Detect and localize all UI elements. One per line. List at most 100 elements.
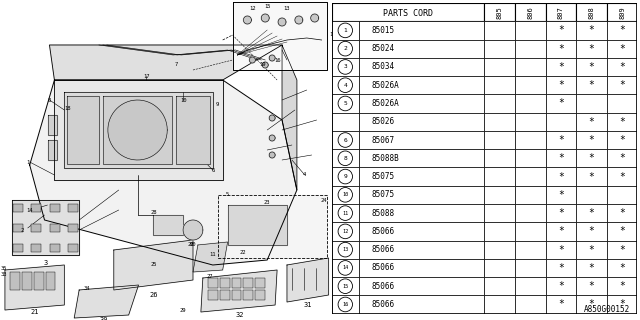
Text: *: * [589, 245, 595, 255]
Bar [359, 277, 484, 295]
Text: *: * [589, 281, 595, 291]
Text: 4: 4 [344, 83, 347, 88]
Bar [576, 94, 607, 113]
Bar [607, 277, 637, 295]
Text: *: * [620, 226, 625, 236]
Bar [484, 167, 515, 186]
Bar [546, 204, 576, 222]
Bar [31, 204, 41, 212]
Bar [220, 278, 230, 288]
Text: *: * [620, 153, 625, 163]
Text: 22: 22 [239, 250, 246, 254]
Text: 19: 19 [259, 62, 266, 68]
Bar [359, 241, 484, 259]
Bar [359, 58, 484, 76]
Text: 23: 23 [264, 201, 271, 205]
Polygon shape [5, 265, 65, 310]
Text: 11: 11 [330, 33, 336, 37]
Bar [515, 39, 546, 58]
Text: 14: 14 [342, 265, 348, 270]
Bar [607, 149, 637, 167]
Polygon shape [47, 115, 58, 135]
Text: 808: 808 [589, 7, 595, 20]
Text: *: * [589, 44, 595, 54]
Bar [484, 113, 515, 131]
Bar [546, 277, 576, 295]
Bar [484, 241, 515, 259]
Bar [359, 167, 484, 186]
Bar [208, 290, 218, 300]
Text: 8: 8 [48, 98, 51, 102]
Text: *: * [589, 208, 595, 218]
Bar [546, 167, 576, 186]
Bar [332, 241, 359, 259]
Text: *: * [620, 25, 625, 36]
Text: 13: 13 [284, 5, 290, 11]
Text: *: * [589, 117, 595, 127]
Bar [576, 295, 607, 314]
Bar [576, 241, 607, 259]
Bar [576, 21, 607, 39]
Polygon shape [108, 100, 167, 160]
Bar [546, 222, 576, 241]
Text: 16: 16 [342, 302, 348, 307]
Polygon shape [183, 220, 203, 240]
Bar [13, 204, 23, 212]
Bar [484, 277, 515, 295]
Text: 1: 1 [26, 159, 29, 164]
Bar [546, 241, 576, 259]
Bar [31, 224, 41, 232]
Bar [359, 113, 484, 131]
Text: 10: 10 [180, 98, 186, 102]
Bar [484, 186, 515, 204]
Bar [332, 76, 359, 94]
Bar [332, 94, 359, 113]
Text: *: * [620, 135, 625, 145]
Text: 1: 1 [344, 28, 347, 33]
Bar [607, 241, 637, 259]
Polygon shape [262, 62, 268, 68]
Text: 15: 15 [342, 284, 348, 289]
Text: 20: 20 [189, 243, 196, 247]
Text: *: * [558, 80, 564, 90]
Text: *: * [558, 172, 564, 181]
Text: 9: 9 [216, 102, 220, 108]
Bar [34, 272, 44, 290]
Bar [546, 259, 576, 277]
Text: *: * [558, 153, 564, 163]
Text: 11: 11 [342, 211, 348, 216]
Bar [546, 76, 576, 94]
Polygon shape [232, 2, 326, 70]
Text: *: * [589, 153, 595, 163]
Bar [546, 21, 576, 39]
Text: 807: 807 [558, 7, 564, 20]
Text: 12: 12 [249, 5, 255, 11]
Bar [576, 76, 607, 94]
Bar [576, 186, 607, 204]
Polygon shape [47, 140, 58, 160]
Polygon shape [218, 195, 326, 258]
Polygon shape [193, 242, 228, 272]
Bar [576, 204, 607, 222]
Text: *: * [558, 263, 564, 273]
Text: *: * [558, 226, 564, 236]
Polygon shape [261, 14, 269, 22]
Text: 24: 24 [321, 197, 327, 203]
Text: *: * [589, 172, 595, 181]
Bar [607, 76, 637, 94]
Bar [332, 58, 359, 76]
Text: 25: 25 [150, 262, 157, 268]
Polygon shape [12, 200, 79, 255]
Polygon shape [269, 115, 275, 121]
Bar [484, 94, 515, 113]
Bar [484, 76, 515, 94]
Bar [515, 259, 546, 277]
Bar [607, 295, 637, 314]
Bar [359, 76, 484, 94]
Text: 85067: 85067 [371, 135, 394, 145]
Text: 30: 30 [100, 317, 108, 320]
Text: 15: 15 [264, 4, 271, 9]
Text: 9: 9 [344, 174, 347, 179]
Bar [515, 204, 546, 222]
Bar [359, 39, 484, 58]
